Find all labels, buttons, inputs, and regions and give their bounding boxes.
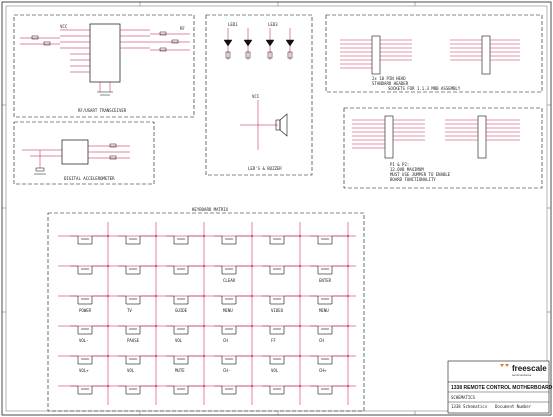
title-sub: SCHEMATICS [451, 395, 476, 400]
key-switch: VIDEO [262, 295, 301, 313]
title-block: freescale semiconductor 1338 REMOTE CONT… [447, 360, 553, 414]
key-switch: FF [262, 325, 301, 343]
key-switch [118, 265, 157, 275]
key-switch: PAUSE [118, 325, 157, 343]
key-switch [262, 235, 301, 245]
svg-text:RF: RF [180, 26, 185, 31]
key-switch: CH+ [310, 355, 349, 373]
freescale-logo: freescale semiconductor [500, 364, 547, 377]
key-switch: CH [214, 325, 253, 343]
key-label: MENU [319, 308, 329, 313]
matrix-wires [58, 222, 356, 405]
key-label: VIDEO [271, 308, 284, 313]
key-label: FF [271, 338, 276, 343]
buzzer-icon [275, 113, 288, 137]
title-line1: 1338 Schematics [451, 404, 488, 409]
key-label: VOL [175, 338, 183, 343]
key-switch: TV [118, 295, 157, 313]
keypad-matrix-block: KEYBOARD MATRIX CLEAR ENTER POWER TV GUIDE ME… [47, 207, 365, 412]
key-label: CLEAR [223, 278, 236, 283]
power-connector-block: P1 & P2: 12.0VB MAXIMUM MUST USE JUMPER … [343, 107, 543, 189]
sockets-block: 2x 10 PIN HEAD STANDARD HEADER SOCKETS F… [325, 14, 543, 93]
accelerometer-ic [61, 139, 89, 165]
key-label: MUTE [175, 368, 185, 373]
title-line2: Document Number [495, 404, 532, 409]
power-note-3: MUST USE JUMPER TO ENABLE [390, 172, 451, 177]
svg-text:LED3: LED3 [268, 22, 278, 27]
svg-text:semiconductor: semiconductor [512, 373, 532, 377]
key-switch [118, 235, 157, 245]
key-switch [262, 385, 301, 395]
title-main: 1338 REMOTE CONTROL MOTHERBOARD [451, 385, 553, 391]
key-switch [310, 235, 349, 245]
key-switch: VOL- [70, 325, 109, 343]
svg-text:VCC: VCC [252, 94, 260, 99]
key-switch: MENU [310, 295, 349, 313]
accelerometer-block: DIGITAL ACCELEROMETER [13, 121, 155, 185]
key-label: VOL [271, 368, 279, 373]
leds-block-label: LED'S & BUZZER [248, 166, 282, 171]
keypad-block-label: KEYBOARD MATRIX [192, 207, 229, 212]
key-switch [166, 235, 205, 245]
key-switch: MENU [214, 295, 253, 313]
power-note-4: BOARD FUNCTIONALITY [390, 177, 436, 182]
key-switch [166, 385, 205, 395]
sheet-inner-border [5, 5, 548, 412]
key-label: CH- [223, 368, 230, 373]
key-switch [214, 385, 253, 395]
key-label: TV [127, 308, 132, 313]
accel-block-label: DIGITAL ACCELEROMETER [64, 176, 115, 181]
key-switch: ENTER [310, 265, 349, 283]
svg-text:VCC: VCC [60, 24, 68, 29]
key-switch: VOL [118, 355, 157, 373]
rf-transceiver-block: VCC RF RF/USART TRANSCEIVER [13, 14, 195, 118]
header-note-1: 2x 10 PIN HEAD [372, 76, 406, 81]
key-switches: CLEAR ENTER POWER TV GUIDE MENU VIDEO MENU VOL- P… [70, 235, 349, 395]
key-switch: CH [310, 325, 349, 343]
key-label: GUIDE [175, 308, 188, 313]
key-label: PAUSE [127, 338, 140, 343]
key-switch [70, 265, 109, 275]
key-switch: CLEAR [214, 265, 253, 283]
key-switch: POWER [70, 295, 109, 313]
power-note-2: 12.0VB MAXIMUM [390, 167, 424, 172]
power-connector-right [477, 115, 487, 159]
key-switch: VOL+ [70, 355, 109, 373]
key-switch: CH- [214, 355, 253, 373]
key-switch: VOL [166, 325, 205, 343]
rf-ic [89, 23, 121, 83]
key-switch [118, 385, 157, 395]
key-label: POWER [79, 308, 92, 313]
key-switch [310, 385, 349, 395]
rf-block-label: RF/USART TRANSCEIVER [78, 108, 127, 113]
key-label: CH+ [319, 368, 327, 373]
key-switch [262, 265, 301, 275]
key-label: VOL- [79, 338, 89, 343]
key-label: MENU [223, 308, 233, 313]
svg-text:LED1: LED1 [228, 22, 238, 27]
key-label: CH [319, 338, 324, 343]
key-switch [166, 265, 205, 275]
key-label: VOL [127, 368, 135, 373]
power-connector-left [384, 115, 394, 159]
key-switch: VOL [262, 355, 301, 373]
key-switch: GUIDE [166, 295, 205, 313]
key-label: ENTER [319, 278, 332, 283]
key-switch [70, 385, 109, 395]
key-switch [214, 235, 253, 245]
svg-text:freescale: freescale [512, 364, 547, 373]
leds-buzzer-block: LED1 LED3 VCC LED'S & BUZZER [205, 14, 313, 176]
key-switch [70, 235, 109, 245]
key-label: VOL+ [79, 368, 89, 373]
key-switch: MUTE [166, 355, 205, 373]
header-note-2: STANDARD HEADER [372, 81, 409, 86]
sockets-block-label: SOCKETS FOR 1.1.3 MRB ASSEMBLY [388, 86, 461, 91]
power-note-1: P1 & P2: [390, 162, 409, 167]
key-label: CH [223, 338, 228, 343]
socket-right [481, 35, 491, 75]
socket-left [371, 35, 381, 75]
